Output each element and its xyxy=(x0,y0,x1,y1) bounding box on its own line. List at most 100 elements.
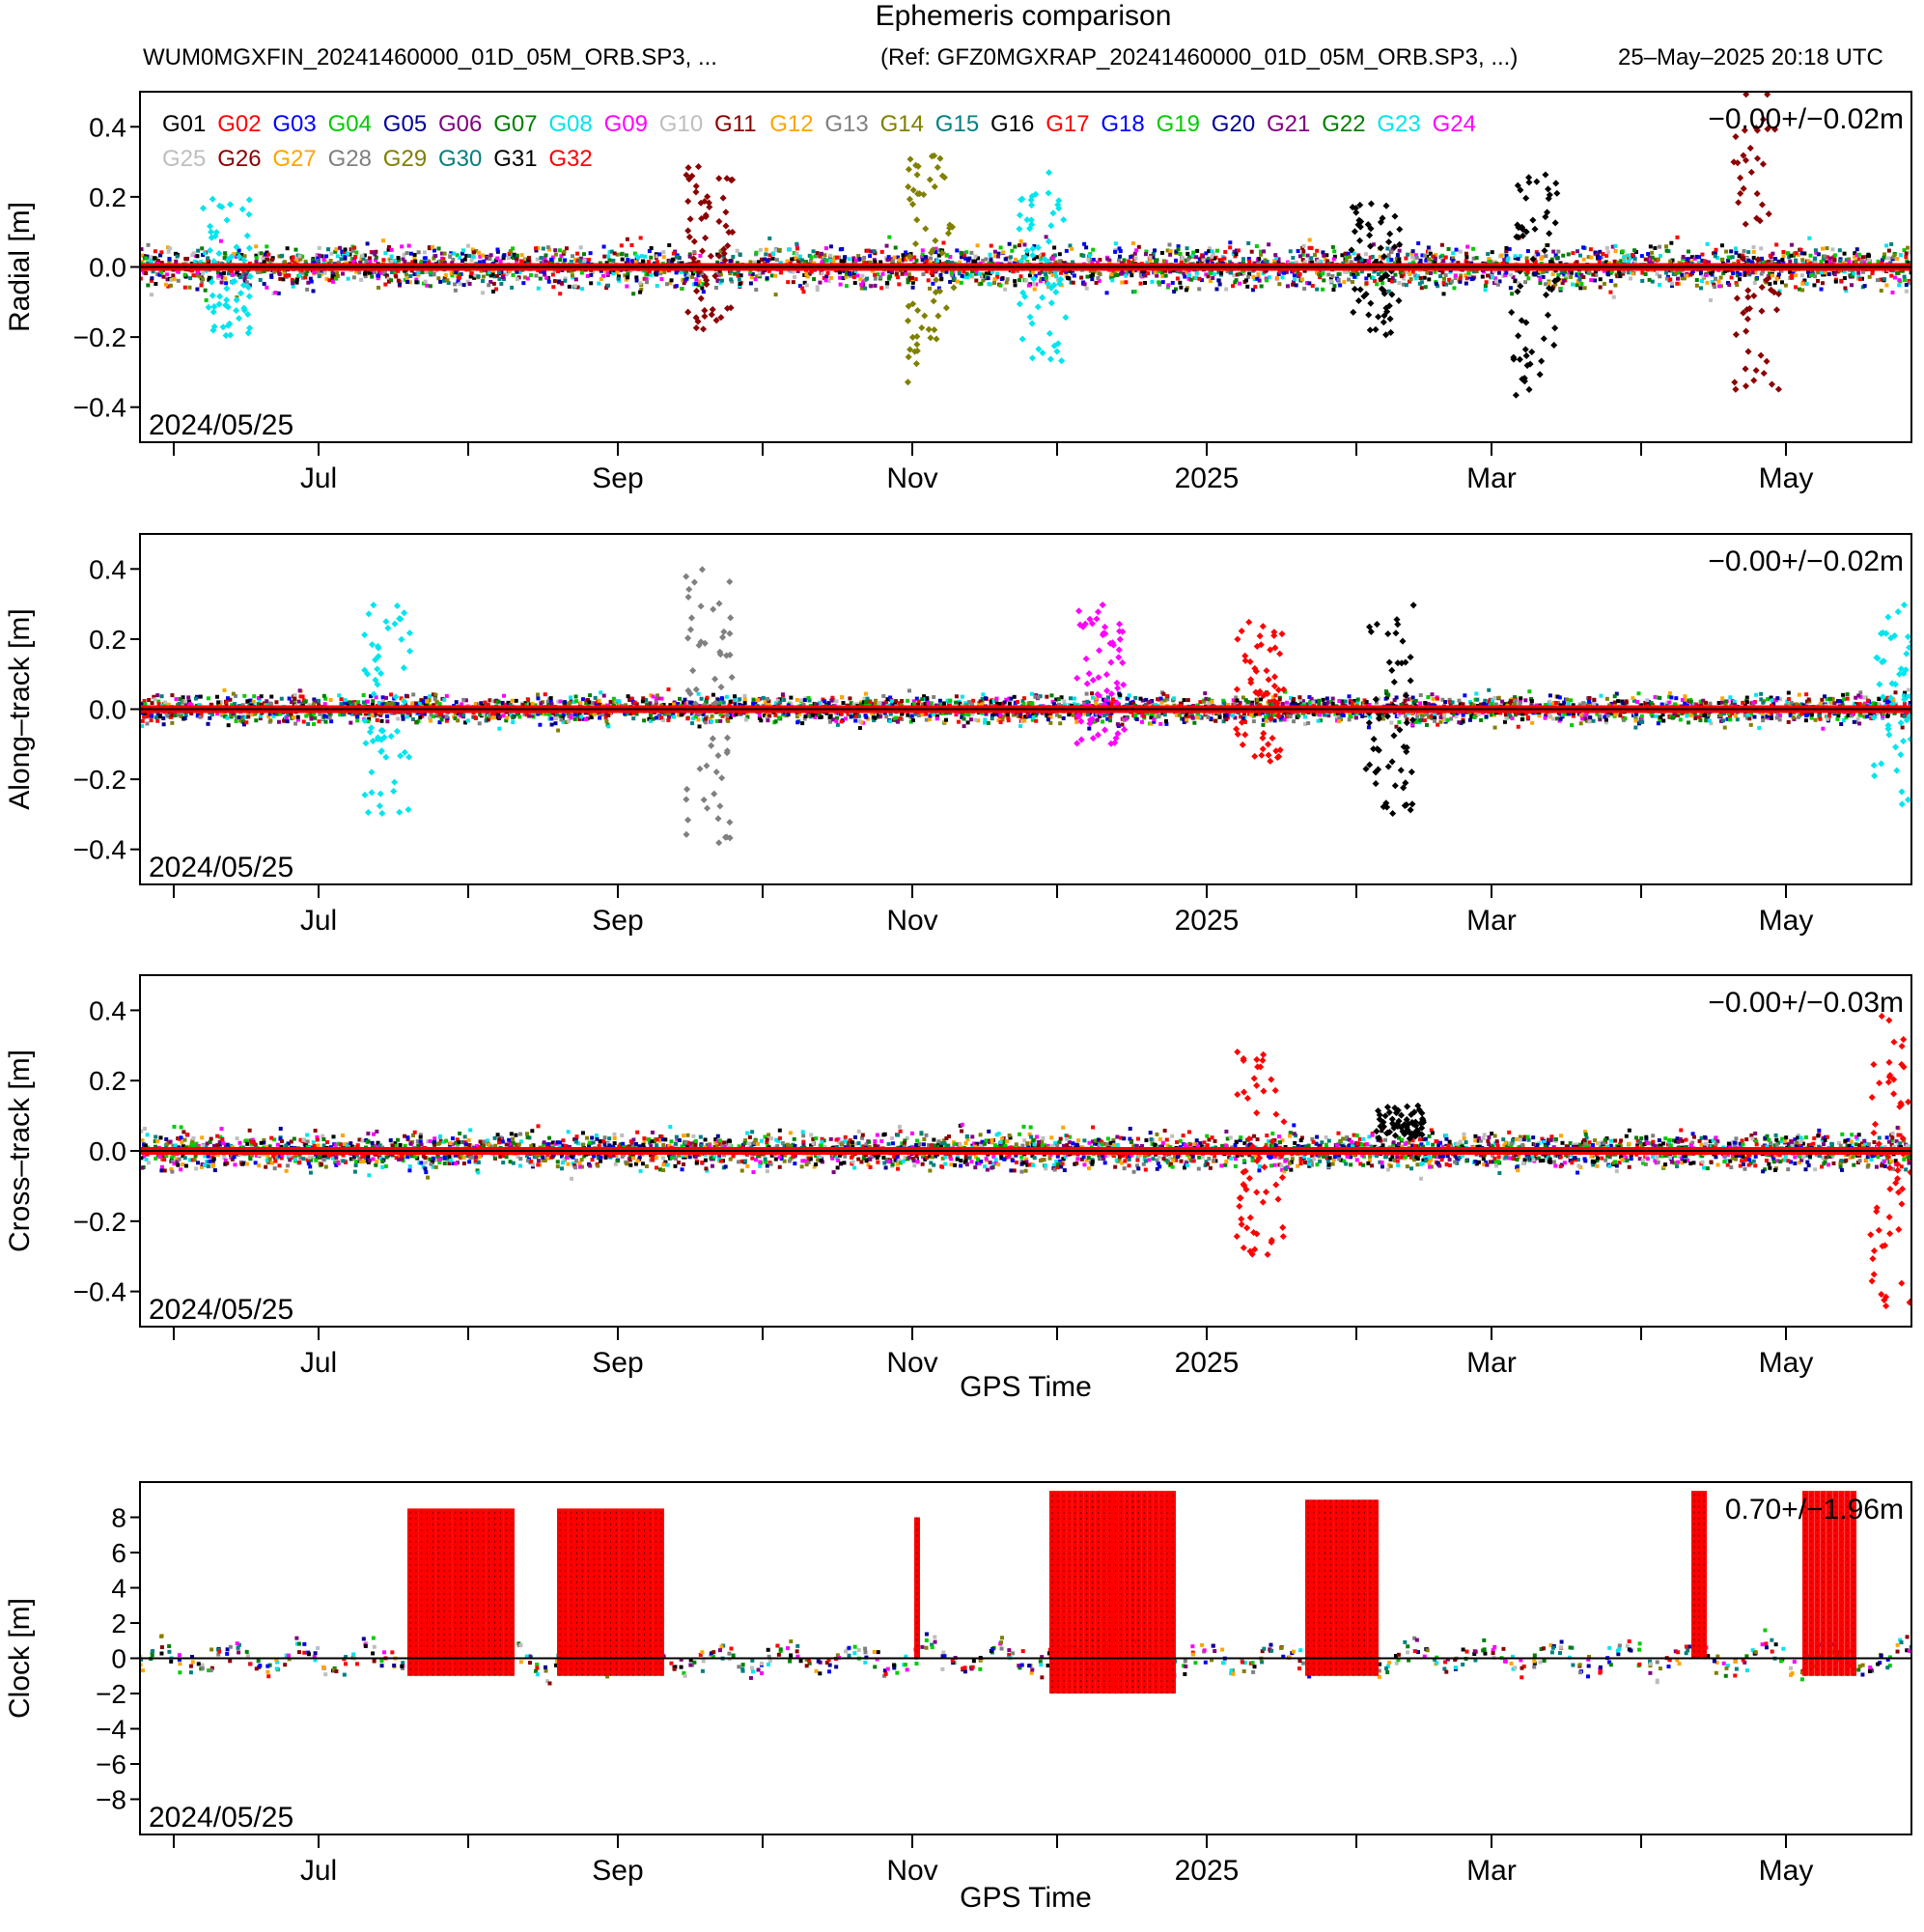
scatter-point xyxy=(505,271,510,276)
scatter-point xyxy=(497,269,502,274)
outlier-point xyxy=(216,293,224,300)
outlier-point xyxy=(715,252,723,260)
scatter-point xyxy=(218,271,223,276)
scatter-point xyxy=(812,277,817,282)
scatter-point xyxy=(408,251,413,256)
scatter-point xyxy=(640,699,645,704)
scatter-point xyxy=(1685,257,1689,262)
scatter-point xyxy=(1735,270,1740,275)
scatter-point xyxy=(436,276,441,281)
scatter-point xyxy=(1483,288,1488,293)
scatter-point xyxy=(1626,259,1631,264)
scatter-point xyxy=(1110,278,1115,283)
scatter-point xyxy=(651,716,655,721)
scatter-point xyxy=(327,712,332,716)
scatter-point xyxy=(1301,249,1306,254)
scatter-point xyxy=(343,698,348,703)
scatter-point xyxy=(852,281,857,286)
scatter-point xyxy=(1352,251,1356,256)
scatter-point xyxy=(1587,269,1592,274)
scatter-point xyxy=(1806,259,1811,264)
scatter-point xyxy=(539,256,544,261)
scatter-point xyxy=(497,276,502,281)
scatter-point xyxy=(406,243,411,248)
scatter-point xyxy=(1687,249,1691,254)
scatter-point xyxy=(1779,280,1784,285)
scatter-point xyxy=(1759,271,1764,276)
scatter-point xyxy=(1366,259,1371,264)
scatter-point xyxy=(1194,270,1199,275)
scatter-point xyxy=(1007,241,1012,246)
scatter-point xyxy=(335,273,340,278)
scatter-point xyxy=(1216,270,1221,275)
scatter-point xyxy=(1040,269,1045,274)
scatter-point xyxy=(795,241,799,246)
scatter-point xyxy=(700,270,705,275)
scatter-point xyxy=(1597,259,1602,264)
scatter-point xyxy=(1425,254,1430,259)
scatter-point xyxy=(1300,258,1305,263)
scatter-point xyxy=(1825,261,1829,266)
scatter-point xyxy=(588,251,593,256)
scatter-point xyxy=(691,271,696,276)
scatter-point xyxy=(872,249,877,254)
scatter-point xyxy=(145,721,150,726)
scatter-point xyxy=(412,272,417,277)
scatter-point xyxy=(1601,252,1605,257)
scatter-point xyxy=(389,278,394,283)
outlier-point xyxy=(912,360,920,368)
scatter-point xyxy=(301,719,306,724)
scatter-point xyxy=(1048,270,1053,275)
scatter-point xyxy=(1410,260,1415,265)
scatter-point xyxy=(428,694,432,699)
outlier-point xyxy=(1732,385,1740,393)
scatter-point xyxy=(244,720,249,725)
outlier-point xyxy=(933,335,940,343)
scatter-point xyxy=(1876,259,1881,264)
scatter-point xyxy=(436,246,441,251)
scatter-point xyxy=(809,255,814,260)
scatter-point xyxy=(497,726,502,731)
scatter-point xyxy=(973,259,978,264)
scatter-point xyxy=(839,259,844,264)
scatter-point xyxy=(1322,253,1326,258)
scatter-point xyxy=(1622,255,1627,260)
scatter-point xyxy=(848,271,852,276)
scatter-point xyxy=(1238,281,1242,286)
scatter-point xyxy=(853,258,858,263)
outlier-point xyxy=(721,257,729,265)
scatter-point xyxy=(1504,249,1509,254)
scatter-point xyxy=(856,254,861,259)
scatter-point xyxy=(297,273,302,278)
scatter-point xyxy=(236,251,240,256)
scatter-point xyxy=(1458,276,1463,281)
scatter-point xyxy=(1018,274,1023,279)
scatter-point xyxy=(1250,288,1255,293)
scatter-point xyxy=(1058,270,1063,275)
scatter-point xyxy=(524,257,529,262)
scatter-point xyxy=(228,697,233,702)
scatter-point xyxy=(1004,257,1009,262)
scatter-point xyxy=(1068,268,1073,273)
scatter-point xyxy=(1128,269,1132,274)
scatter-point xyxy=(900,261,905,266)
scatter-point xyxy=(1464,276,1469,281)
scatter-point xyxy=(386,247,391,252)
outlier-point xyxy=(1750,292,1758,299)
scatter-point xyxy=(1412,256,1417,261)
scatter-point xyxy=(670,257,675,262)
scatter-point xyxy=(797,284,802,289)
scatter-point xyxy=(1470,276,1475,281)
scatter-point xyxy=(1324,253,1329,258)
scatter-point xyxy=(508,702,513,707)
scatter-point xyxy=(1280,275,1285,280)
scatter-point xyxy=(276,719,281,724)
scatter-point xyxy=(515,253,519,258)
scatter-point xyxy=(440,251,445,256)
scatter-point xyxy=(818,254,823,259)
scatter-point xyxy=(1494,279,1499,284)
scatter-point xyxy=(1380,269,1384,274)
scatter-point xyxy=(349,257,354,262)
scatter-point xyxy=(777,247,782,252)
scatter-point xyxy=(1284,269,1289,274)
